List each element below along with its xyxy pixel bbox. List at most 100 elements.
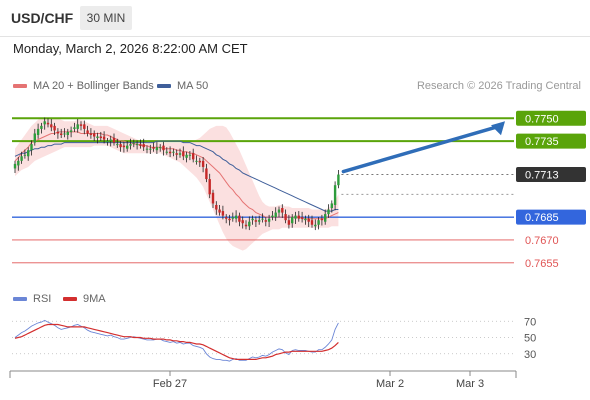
candle-body (215, 204, 218, 210)
candle-body (238, 215, 241, 222)
timeframe-button[interactable]: 30 MIN (80, 6, 132, 30)
candle-body (225, 217, 228, 219)
candle-body (300, 217, 304, 219)
candle-body (284, 214, 287, 221)
candle-body (60, 133, 63, 135)
candle-body (155, 147, 159, 151)
candle-body (53, 125, 56, 131)
candle-body (175, 153, 178, 155)
candle-body (277, 209, 281, 213)
price-label-07655: 0.7655 (525, 258, 559, 270)
candle-body (314, 224, 317, 227)
candle-body (116, 144, 119, 146)
symbol-title: USD/CHF (11, 10, 74, 26)
candle-body (172, 151, 175, 153)
candle-body (119, 144, 122, 148)
candle-body (89, 133, 93, 135)
candle-body (297, 215, 300, 219)
price-label-07685: 0.7685 (525, 212, 559, 224)
candle-body (188, 154, 192, 156)
price-label-07670: 0.7670 (525, 235, 559, 247)
candle-body (208, 179, 211, 195)
candle-body (83, 124, 86, 129)
candle-body (198, 160, 201, 163)
candle-body (63, 133, 66, 135)
price-badge-07685 (516, 209, 586, 225)
candle-body (165, 151, 168, 153)
candle-body (185, 154, 188, 158)
candle-body (218, 209, 221, 213)
candle-body (135, 144, 139, 146)
price-badge-07735 (516, 133, 586, 149)
candle-body (86, 130, 89, 134)
candle-body (182, 151, 185, 157)
candle-body (73, 127, 76, 129)
candle-body (132, 142, 135, 144)
candle-body (96, 136, 99, 139)
candle-body (287, 220, 291, 225)
price-label-07750: 0.7750 (525, 113, 559, 125)
candle-body (30, 144, 33, 151)
candle-body (251, 218, 254, 221)
candle-body (13, 163, 17, 169)
candle-body (99, 136, 102, 139)
candle-body (69, 130, 73, 132)
ma50-line (14, 140, 339, 212)
candle-body (291, 217, 294, 224)
candle-body (178, 153, 182, 155)
price-badge-07713 (516, 167, 586, 183)
candle-body (159, 147, 162, 149)
research-credit: Research © 2026 Trading Central (416, 80, 581, 92)
candle-body (145, 148, 149, 150)
candle-body (56, 131, 60, 134)
candle-body (20, 156, 23, 161)
ma9-legend-label: 9MA (83, 293, 106, 305)
candle-body (46, 122, 50, 125)
candle-body (234, 215, 238, 219)
candle-body (337, 174, 340, 186)
candle-body (102, 136, 106, 140)
top-bar: USD/CHF 30 MIN (0, 0, 590, 37)
candle-body (264, 220, 267, 222)
candle-body (271, 215, 274, 218)
rsi-ma9-line (14, 323, 339, 360)
candle-body (139, 144, 142, 146)
legend-rsi: RSI (13, 293, 51, 305)
legend-ma9: 9MA (63, 293, 106, 305)
x-tick-label: Mar 2 (376, 378, 404, 390)
candle-body (162, 145, 165, 151)
candle-body (267, 218, 271, 222)
candle-body (149, 148, 152, 150)
candle-body (327, 209, 330, 215)
candle-body (333, 185, 337, 205)
rsi-tick-70: 70 (524, 316, 536, 328)
candle-body (66, 131, 69, 135)
candle-body (317, 220, 320, 225)
candle-body (17, 160, 20, 166)
candle-body (310, 220, 314, 225)
candle-body (76, 124, 79, 129)
candle-body (27, 150, 30, 157)
candle-body (93, 133, 96, 137)
rsi-tick-30: 30 (524, 349, 536, 361)
candle-body (50, 124, 53, 128)
legend-ma50: MA 50 (157, 80, 208, 92)
candle-body (248, 221, 251, 227)
candle-body (228, 218, 231, 221)
candle-body (192, 153, 195, 160)
bollinger-band (15, 118, 339, 251)
ma50-legend-label: MA 50 (177, 80, 209, 92)
candle-body (320, 218, 324, 221)
candle-body (307, 218, 310, 222)
candle-body (244, 224, 248, 227)
candle-body (43, 121, 46, 125)
datetime-label: Monday, March 2, 2026 8:22:00 AM CET (13, 41, 248, 56)
candle-body (294, 215, 297, 219)
candle-body (241, 220, 244, 224)
candle-body (79, 124, 83, 126)
price-badge-07750 (516, 110, 586, 126)
candle-body (304, 218, 307, 221)
price-label-07735: 0.7735 (525, 136, 559, 148)
rsi-legend-label: RSI (33, 293, 52, 305)
